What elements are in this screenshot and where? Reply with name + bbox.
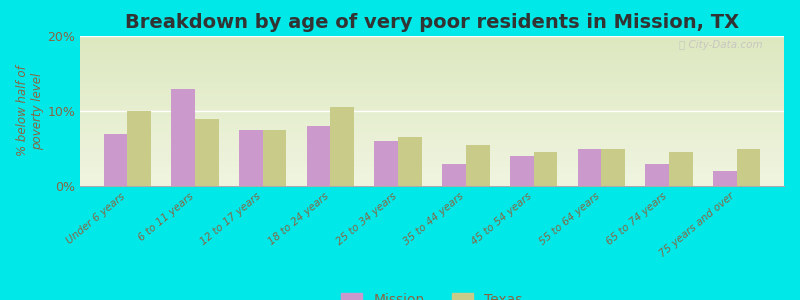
- Y-axis label: % below half of
poverty level: % below half of poverty level: [17, 66, 45, 156]
- Legend: Mission, Texas: Mission, Texas: [342, 292, 522, 300]
- Text: Ⓢ City-Data.com: Ⓢ City-Data.com: [679, 40, 763, 50]
- Bar: [195, 118, 218, 186]
- Bar: [171, 88, 195, 186]
- Bar: [466, 145, 490, 186]
- Bar: [713, 171, 737, 186]
- Bar: [262, 130, 286, 186]
- Bar: [442, 164, 466, 186]
- Bar: [306, 126, 330, 186]
- Bar: [330, 107, 354, 186]
- Bar: [104, 134, 127, 186]
- Bar: [534, 152, 558, 186]
- Bar: [669, 152, 693, 186]
- Bar: [602, 148, 625, 186]
- Bar: [578, 148, 602, 186]
- Bar: [398, 137, 422, 186]
- Title: Breakdown by age of very poor residents in Mission, TX: Breakdown by age of very poor residents …: [125, 13, 739, 32]
- Bar: [239, 130, 262, 186]
- Bar: [374, 141, 398, 186]
- Bar: [127, 111, 151, 186]
- Bar: [646, 164, 669, 186]
- Bar: [510, 156, 534, 186]
- Bar: [737, 148, 760, 186]
